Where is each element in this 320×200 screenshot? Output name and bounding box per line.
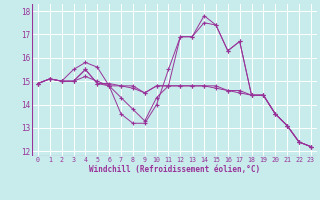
X-axis label: Windchill (Refroidissement éolien,°C): Windchill (Refroidissement éolien,°C) [89,165,260,174]
